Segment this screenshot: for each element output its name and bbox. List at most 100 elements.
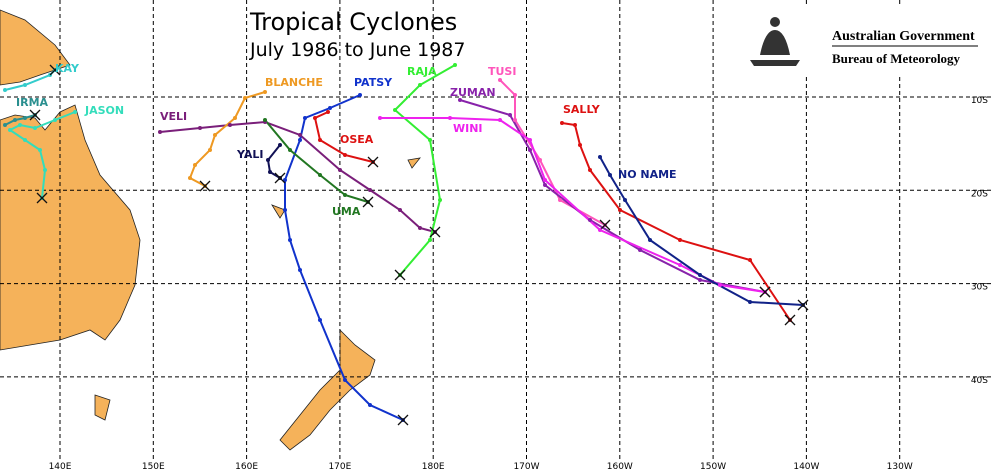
track-point [318,138,322,142]
cyclone-name: UMA [332,205,361,218]
longitude-label: 160E [235,462,258,472]
track-point [428,238,432,242]
track-point [193,163,197,167]
cyclone-name: ZUMAN [450,86,496,99]
track-point [718,283,722,287]
track-point [448,116,452,120]
track-point [298,268,302,272]
track-point [318,173,322,177]
track-end [199,180,211,192]
track-point [328,106,332,110]
track-point [623,198,627,202]
track-point [543,183,547,187]
track-point [508,113,512,117]
cyclone-labels: KAY IRMA JASON VELI BLANCHE PATSY YALI U… [16,62,677,218]
track-point [378,116,382,120]
track-point [268,170,272,174]
track-point [263,90,267,94]
track-point [648,238,652,242]
track-point [228,123,232,127]
track-point [318,318,322,322]
track-end [49,64,61,76]
longitude-label: 180E [422,462,445,472]
track-point [678,263,682,267]
track-point [748,258,752,262]
cyclone-name: VELI [160,110,187,123]
track-point [618,208,622,212]
track-end [394,269,406,281]
track-point [263,118,267,122]
longitude-label: 150W [700,462,726,472]
track-point [368,403,372,407]
track-point [638,248,642,252]
track-point [558,198,562,202]
track-point [233,116,237,120]
track-point [288,238,292,242]
cyclone-track [188,91,266,187]
track-point [188,176,192,180]
track-point [598,155,602,159]
track-point [8,128,12,132]
track-point [313,116,317,120]
cyclone-track [284,94,404,421]
track-point [278,143,282,147]
track-end [599,219,611,231]
latitude-label: 10S [971,96,988,106]
cyclone-track [561,122,791,321]
track-point [3,88,7,92]
track-point [428,138,432,142]
title: Tropical Cyclones [249,8,457,36]
cyclone-name: TUSI [488,65,516,78]
track-point [498,118,502,122]
track-point [338,168,342,172]
cyclone-name: PATSY [354,76,393,89]
track-point [588,168,592,172]
track-point [398,208,402,212]
track-point [418,226,422,230]
track-end [759,286,771,298]
longitude-label: 130W [887,462,913,472]
latitude-label: 20S [971,189,988,199]
track-point [513,93,517,97]
track-end [362,196,374,208]
longitude-label: 150E [142,462,165,472]
cyclone-name: OSEA [340,133,374,146]
track-point [528,148,532,152]
cyclone-track [499,79,606,226]
track-point [23,116,27,120]
track-point [158,130,162,134]
track-end [784,314,796,326]
track-point [283,208,287,212]
track-point [38,148,42,152]
latitude-label: 40S [971,376,988,386]
track-point [298,138,302,142]
track-end [367,156,379,168]
subtitle: July 1986 to June 1987 [249,39,466,61]
track-end [397,414,409,426]
track-point [213,133,217,137]
track-point [198,126,202,130]
track-point [458,98,462,102]
cyclone-name: WINI [453,122,483,135]
track-end [274,172,286,184]
track-point [698,278,702,282]
longitude-label: 170E [328,462,351,472]
track-point [698,273,702,277]
track-point [748,300,752,304]
cyclone-name: BLANCHE [265,76,323,89]
track-point [23,138,27,142]
track-point [298,133,302,137]
cyclone-name: KAY [55,62,80,75]
track-end [429,226,441,238]
cyclone-track [4,114,36,126]
track-point [343,193,347,197]
tracks [3,63,809,426]
longitude-label: 170W [513,462,539,472]
track-point [573,123,577,127]
cyclone-name: SALLY [563,103,601,116]
track-point [418,83,422,87]
track-point [498,78,502,82]
track-point [368,188,372,192]
